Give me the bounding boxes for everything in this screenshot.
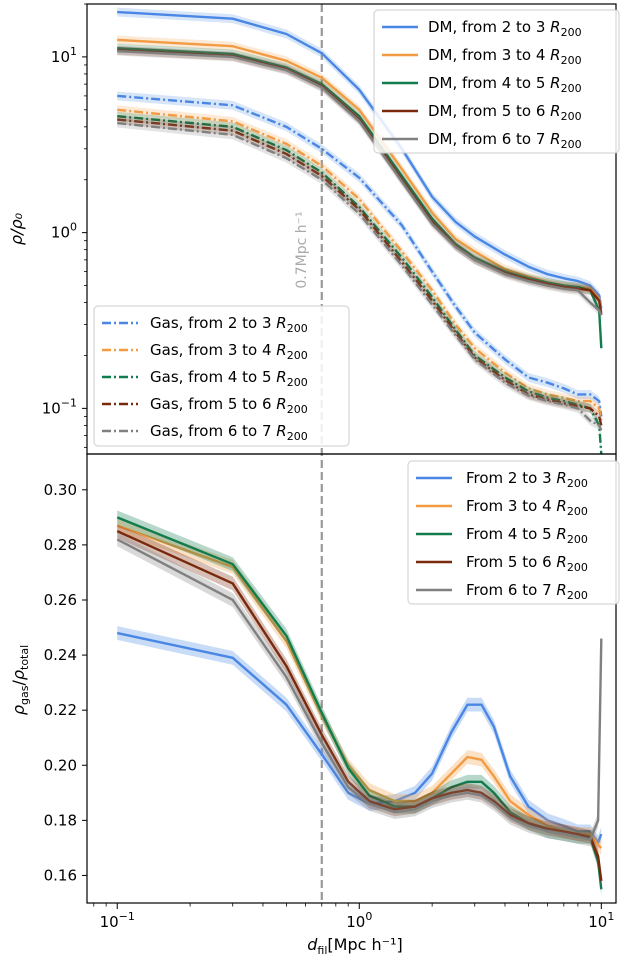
top-ytick-label: 101 — [51, 45, 77, 66]
bottom-ytick-label: 0.20 — [44, 756, 77, 774]
series-line-gas-7 — [117, 114, 603, 454]
legend-gas-label: Gas, from 3 to 4 R200 — [150, 341, 308, 362]
xtick-label: 100 — [346, 910, 372, 931]
bottom-series-line-4 — [116, 538, 603, 841]
legend-dm-label: DM, from 2 to 3 R200 — [428, 18, 582, 39]
legend-gas-label: Gas, from 5 to 6 R200 — [150, 395, 308, 416]
bottom-series — [116, 510, 603, 897]
legend-dm: DM, from 2 to 3 R200 DM, from 3 to 4 R200… — [373, 9, 620, 154]
vline-label: 0.7Mpc h⁻¹ — [294, 211, 310, 288]
series-line-gas-9 — [117, 121, 603, 431]
top-ytick-label: 10−1 — [42, 396, 77, 417]
bottom-ytick-label: 0.26 — [44, 591, 77, 609]
bottom-ytick-label: 0.18 — [44, 811, 77, 829]
series-line-gas-8 — [117, 118, 603, 426]
band-dm-0 — [117, 7, 602, 313]
legend-gas-box — [93, 305, 350, 447]
series-line-gas-5 — [117, 94, 603, 417]
bottom-ytick-label: 0.22 — [44, 701, 77, 719]
legend-gas: Gas, from 2 to 3 R200 Gas, from 3 to 4 R2… — [93, 305, 350, 447]
top-y-axis-label: ρ/ρ₀ — [7, 212, 26, 245]
legend-bottom: From 2 to 3 R200 From 3 to 4 R200 From 4 t… — [407, 460, 620, 605]
top-panel: 0.7Mpc h⁻¹ 10−1 100 101 ρ/ρ₀ DM, from 2 to 3 … — [7, 3, 620, 903]
legend-bottom-box — [407, 460, 620, 605]
x-axis-label: dfil[Mpc h⁻¹] — [307, 935, 402, 957]
x-axis-label-main: d — [307, 935, 318, 954]
top-ytick-label: 100 — [51, 221, 77, 242]
legend-bottom-label: From 2 to 3 R200 — [466, 469, 588, 490]
legend-bottom-label: From 3 to 4 R200 — [466, 497, 588, 518]
bottom-y-axis-label: ρgas/ρtotal — [9, 645, 31, 715]
bottom-series-line-3 — [116, 530, 603, 882]
bottom-band-4 — [117, 532, 602, 847]
legend-dm-label: DM, from 3 to 4 R200 — [428, 46, 582, 67]
legend-dm-label: DM, from 4 to 5 R200 — [428, 74, 582, 95]
bottom-ytick-label: 0.30 — [44, 481, 77, 499]
series-line-dm-0 — [117, 10, 603, 309]
legend-gas-label: Gas, from 2 to 3 R200 — [150, 314, 308, 335]
band-gas-8 — [117, 115, 602, 430]
xtick-label: 101 — [588, 910, 614, 931]
bottom-ytick-label: 0.28 — [44, 536, 77, 554]
legend-dm-label: DM, from 6 to 7 R200 — [428, 130, 582, 151]
bottom-frame — [86, 453, 617, 904]
legend-dm-box — [373, 9, 620, 154]
bottom-ytick-label: 0.16 — [44, 866, 77, 884]
bottom-band-3 — [117, 524, 602, 888]
shared-annotations: dfil[Mpc h⁻¹] — [307, 935, 402, 957]
legend-gas-label: Gas, from 4 to 5 R200 — [150, 368, 308, 389]
legend-bottom-label: From 5 to 6 R200 — [466, 553, 588, 574]
bottom-series-line-0 — [116, 631, 603, 844]
x-axis-label-units: [Mpc h⁻¹] — [327, 935, 402, 954]
x-axis-label-sub: fil — [317, 944, 327, 957]
bottom-panel: 0.16 0.18 0.20 0.22 0.24 0.26 0.28 0.30 10−1 100 1… — [9, 453, 620, 931]
band-gas-9 — [117, 118, 602, 435]
xtick-label: 10−1 — [100, 910, 135, 931]
series-line-gas-6 — [117, 108, 603, 421]
series-line-dm-4 — [117, 49, 603, 316]
bottom-ytick-label: 0.24 — [44, 646, 77, 664]
legend-dm-label: DM, from 5 to 6 R200 — [428, 102, 582, 123]
band-gas-6 — [117, 105, 602, 426]
top-series — [117, 7, 603, 454]
legend-bottom-label: From 6 to 7 R200 — [466, 581, 588, 602]
legend-bottom-label: From 4 to 5 R200 — [466, 525, 588, 546]
legend-gas-label: Gas, from 6 to 7 R200 — [150, 422, 308, 443]
bottom-band-1 — [117, 518, 602, 855]
